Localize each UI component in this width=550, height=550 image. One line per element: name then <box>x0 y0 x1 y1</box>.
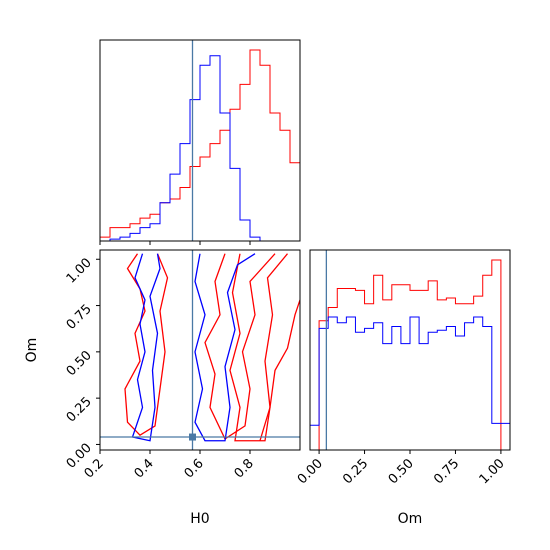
om-tick-label-4: 1.00 <box>64 255 95 286</box>
om-histogram-series-1 <box>310 316 510 426</box>
om-marginal-tick-label-2: 0.50 <box>386 456 417 487</box>
om-marginal-tick-label-1: 0.25 <box>340 456 371 487</box>
om-marginal-tick-label-0: 0.00 <box>295 456 326 487</box>
joint-frame <box>99 249 301 451</box>
contour-series-1-line-1 <box>194 253 256 442</box>
om-marginal-panel: 0.00 0.25 0.50 0.75 1.00 Om <box>295 249 511 527</box>
h0-tick-label-2: 0.6 <box>182 456 207 481</box>
h0-histogram-series-1 <box>100 55 300 242</box>
contour-series-1-line-0 <box>131 253 161 442</box>
om-tick-label-2: 0.50 <box>64 348 95 379</box>
joint-truth-marker <box>189 433 196 441</box>
om-marginal-frame <box>309 249 511 451</box>
joint-contours <box>124 253 300 442</box>
h0-tick-label-1: 0.4 <box>132 456 157 481</box>
x-axis-label-h0: H0 <box>190 511 209 527</box>
om-histograms <box>310 259 510 450</box>
x-axis-label-om: Om <box>398 511 423 527</box>
contour-series-0-line-2 <box>229 253 288 442</box>
h0-tick-label-3: 0.8 <box>232 456 257 481</box>
om-histogram-series-0 <box>310 259 510 450</box>
om-tick-label-3: 0.75 <box>64 302 95 333</box>
om-marginal-tick-label-3: 0.75 <box>431 456 462 487</box>
h0-marginal-panel <box>99 39 301 245</box>
contour-series-0-line-0 <box>124 253 169 437</box>
om-tick-label-1: 0.25 <box>64 394 95 425</box>
contour-series-0-line-3 <box>259 299 300 441</box>
y-axis-label-om: Om <box>24 338 40 363</box>
h0-histogram-series-0 <box>100 49 300 238</box>
om-marginal-tick-label-4: 1.00 <box>477 456 508 487</box>
